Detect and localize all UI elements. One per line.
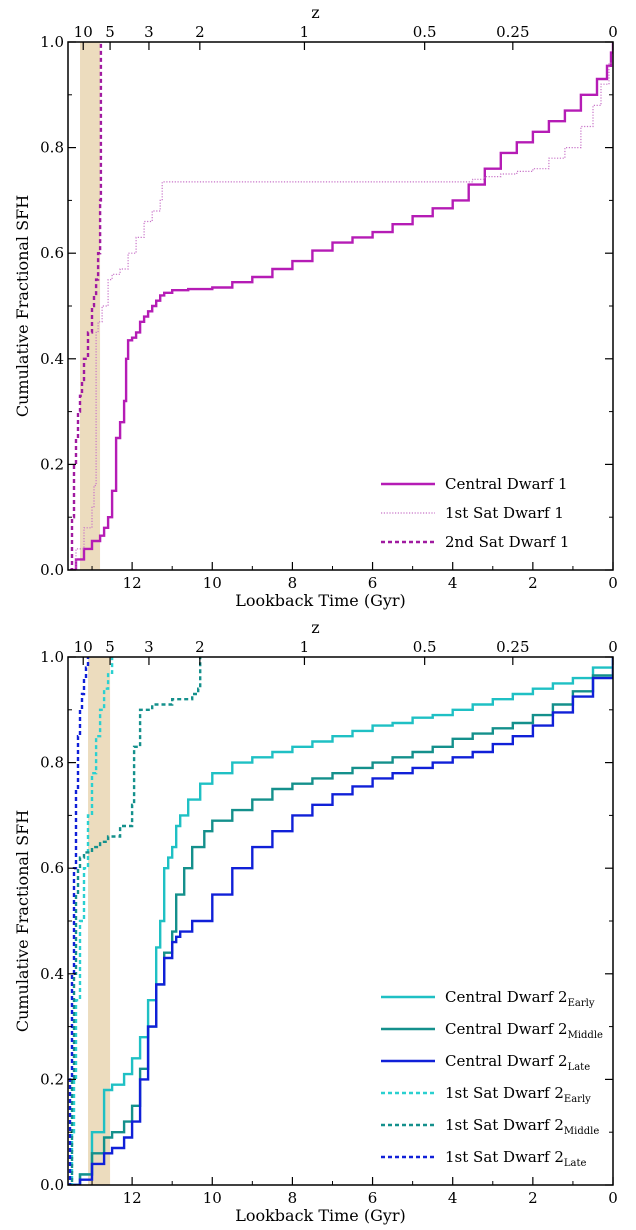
y-axis-label: Cumulative Fractional SFH xyxy=(13,810,32,1032)
y-tick-label: 0.6 xyxy=(40,244,64,262)
x-tick-label: 0 xyxy=(608,1189,618,1207)
x-tick-label: 4 xyxy=(448,574,458,592)
y-tick-label: 1.0 xyxy=(40,33,64,51)
series-line-2 xyxy=(70,42,613,570)
top-tick-label: 0.25 xyxy=(496,23,529,41)
top-tick-label: 1 xyxy=(300,23,310,41)
chart-panel-2: 12 10 8 6 4 2 0 0.0 0.2 0.4 0.6 0.8 1.0 10 5 3 2 1 0.5 0.25… xyxy=(13,618,618,1225)
legend-label: 1st Sat Dwarf 2Early xyxy=(445,1084,591,1105)
y-tick-label: 0.0 xyxy=(40,561,64,579)
y-tick-label: 0.2 xyxy=(40,1070,64,1088)
series-line-3 xyxy=(70,657,613,1185)
top-tick-label: 5 xyxy=(105,23,115,41)
y-tick-label: 1.0 xyxy=(40,648,64,666)
y-tick-label: 0.8 xyxy=(40,754,64,772)
top-tick-label: 1 xyxy=(300,638,310,656)
legend: Central Dwarf 2Early Central Dwarf 2Middl… xyxy=(381,988,603,1169)
top-tick-label: 10 xyxy=(74,23,93,41)
top-tick-label: 2 xyxy=(195,638,205,656)
x-tick-label: 4 xyxy=(448,1189,458,1207)
x-tick-label: 12 xyxy=(123,574,142,592)
legend-label: 2nd Sat Dwarf 1 xyxy=(445,533,569,551)
chart-panel-1: 12 10 8 6 4 2 0 0.0 0.2 0.4 0.6 0.8 1.0 10 5 3 2 1 0.5 0.25… xyxy=(13,3,618,610)
shaded-band xyxy=(80,42,101,570)
series-line-1 xyxy=(70,657,613,1185)
x-tick-label: 8 xyxy=(288,574,298,592)
x-tick-label: 6 xyxy=(368,574,378,592)
series-line-1 xyxy=(70,42,613,570)
top-tick-label: 3 xyxy=(144,23,154,41)
series-line-5 xyxy=(68,657,202,1185)
y-tick-label: 0.0 xyxy=(40,1176,64,1194)
x-tick-label: 2 xyxy=(528,574,538,592)
top-tick-label: 2 xyxy=(195,23,205,41)
x-tick-label: 0 xyxy=(608,574,618,592)
x-tick-label: 12 xyxy=(123,1189,142,1207)
legend-label: Central Dwarf 2Middle xyxy=(445,1020,603,1041)
top-tick-label: 5 xyxy=(105,638,115,656)
top-tick-label: 0.5 xyxy=(413,23,437,41)
legend-label: Central Dwarf 2Late xyxy=(445,1052,590,1073)
x-axis-label: Lookback Time (Gyr) xyxy=(235,1206,406,1225)
legend-label: Central Dwarf 1 xyxy=(445,475,568,493)
legend-label: 1st Sat Dwarf 2Middle xyxy=(445,1116,599,1137)
top-tick-label: 0 xyxy=(608,23,618,41)
legend-label: Central Dwarf 2Early xyxy=(445,988,595,1009)
y-tick-label: 0.4 xyxy=(40,965,64,983)
x-tick-label: 10 xyxy=(203,1189,222,1207)
x-tick-label: 8 xyxy=(288,1189,298,1207)
series-line-2 xyxy=(70,657,613,1185)
x-axis-label: Lookback Time (Gyr) xyxy=(235,591,406,610)
y-tick-label: 0.6 xyxy=(40,859,64,877)
series-line-6 xyxy=(68,657,90,1185)
top-axis-label: z xyxy=(311,618,319,637)
top-tick-label: 0.5 xyxy=(413,638,437,656)
y-tick-label: 0.2 xyxy=(40,455,64,473)
y-tick-label: 0.4 xyxy=(40,350,64,368)
y-axis-label: Cumulative Fractional SFH xyxy=(13,195,32,417)
legend-label: 1st Sat Dwarf 2Late xyxy=(445,1148,587,1169)
legend-label: 1st Sat Dwarf 1 xyxy=(445,504,564,522)
top-axis-label: z xyxy=(311,3,319,22)
series-line-4 xyxy=(70,657,114,1185)
y-tick-label: 0.8 xyxy=(40,139,64,157)
x-tick-label: 2 xyxy=(528,1189,538,1207)
legend: Central Dwarf 1 1st Sat Dwarf 1 2nd Sat Dw… xyxy=(381,475,569,551)
top-tick-label: 0.25 xyxy=(496,638,529,656)
x-tick-label: 10 xyxy=(203,574,222,592)
series-line-3 xyxy=(70,42,103,570)
top-tick-label: 0 xyxy=(608,638,618,656)
top-tick-label: 3 xyxy=(144,638,154,656)
x-tick-label: 6 xyxy=(368,1189,378,1207)
top-tick-label: 10 xyxy=(74,638,93,656)
shaded-band xyxy=(88,657,111,1185)
